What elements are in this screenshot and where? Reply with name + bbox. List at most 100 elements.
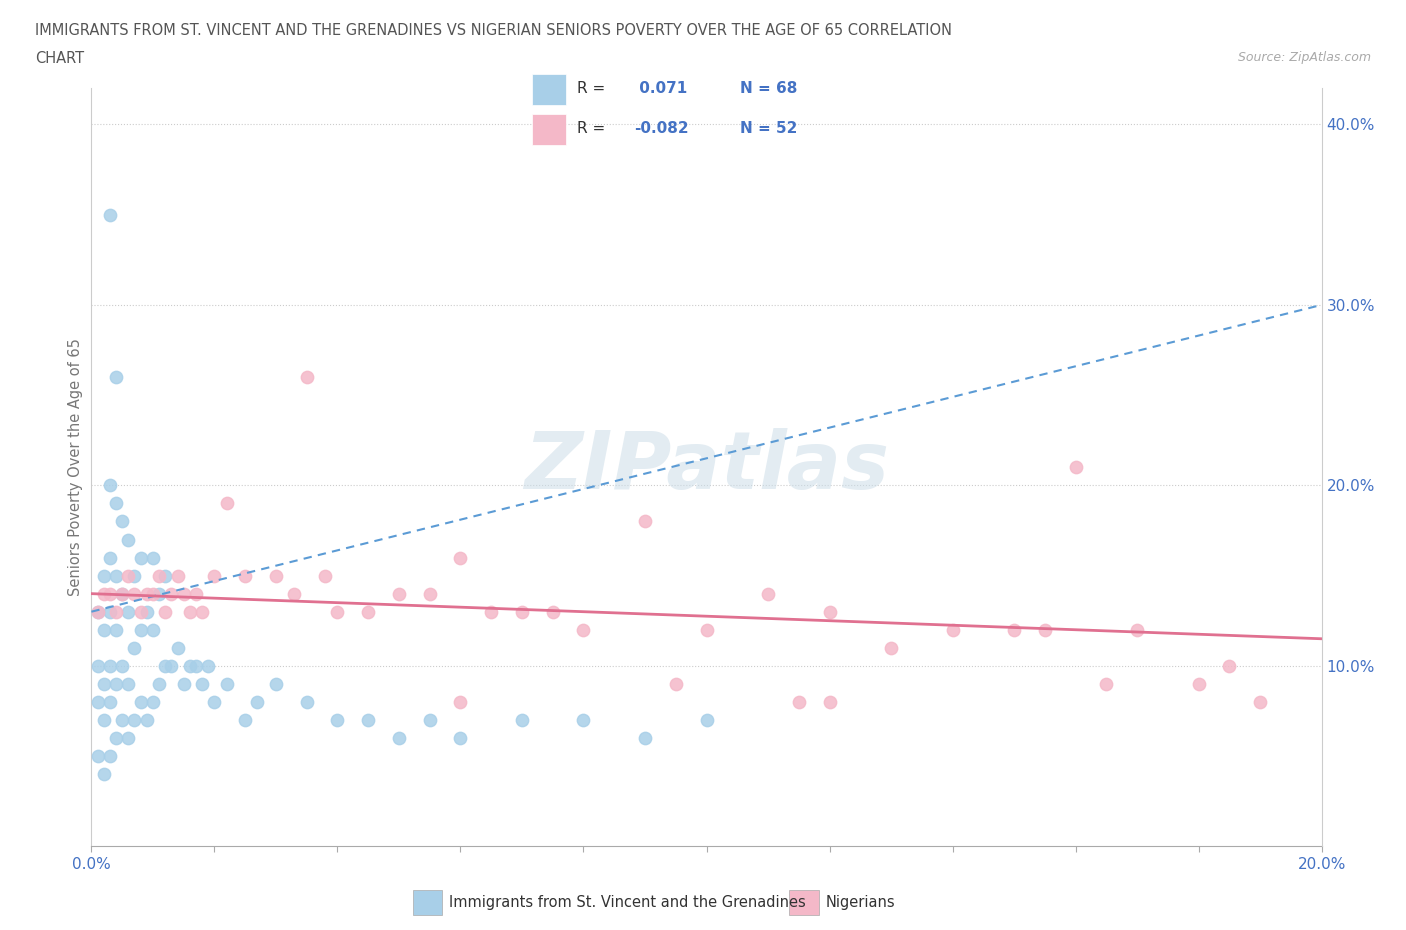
Point xyxy=(117,568,139,583)
Text: N = 68: N = 68 xyxy=(741,82,797,97)
Point xyxy=(129,604,152,619)
Point xyxy=(197,658,219,673)
Point xyxy=(510,604,533,619)
Point xyxy=(93,766,115,781)
Point xyxy=(135,604,157,619)
Point xyxy=(166,568,188,583)
Point xyxy=(295,695,318,710)
Point xyxy=(93,622,115,637)
Point xyxy=(202,695,225,710)
Point xyxy=(117,604,139,619)
Point xyxy=(93,676,115,691)
Point xyxy=(1064,460,1087,475)
Point xyxy=(98,551,121,565)
Point xyxy=(117,532,139,547)
Point xyxy=(173,586,195,601)
Point xyxy=(233,712,256,727)
Point xyxy=(264,568,287,583)
Text: ZIPatlas: ZIPatlas xyxy=(524,429,889,506)
Point xyxy=(129,622,152,637)
Point xyxy=(215,676,238,691)
Point xyxy=(173,676,195,691)
Point xyxy=(86,658,108,673)
Point xyxy=(98,658,121,673)
Point xyxy=(314,568,336,583)
Point xyxy=(93,586,115,601)
Y-axis label: Seniors Poverty Over the Age of 65: Seniors Poverty Over the Age of 65 xyxy=(67,339,83,596)
Point xyxy=(1126,622,1149,637)
Point xyxy=(449,731,471,746)
Point xyxy=(283,586,305,601)
Text: R =: R = xyxy=(578,82,606,97)
Point xyxy=(818,604,841,619)
Point xyxy=(98,586,121,601)
Text: Immigrants from St. Vincent and the Grenadines: Immigrants from St. Vincent and the Gren… xyxy=(449,895,806,910)
Point xyxy=(160,658,183,673)
Point xyxy=(98,478,121,493)
Point xyxy=(153,658,177,673)
Point xyxy=(357,604,380,619)
Point xyxy=(572,622,595,637)
Point xyxy=(191,604,214,619)
Point xyxy=(942,622,965,637)
Point xyxy=(148,568,170,583)
Point xyxy=(880,641,903,656)
Point xyxy=(129,551,152,565)
Point xyxy=(124,641,146,656)
Point xyxy=(665,676,688,691)
Point xyxy=(142,695,165,710)
Point xyxy=(215,496,238,511)
Point xyxy=(179,604,201,619)
Point xyxy=(419,712,441,727)
Point xyxy=(264,676,287,691)
Point xyxy=(111,658,134,673)
Point xyxy=(1249,695,1271,710)
Point xyxy=(111,586,134,601)
Point xyxy=(86,749,108,764)
Point xyxy=(818,695,841,710)
Point xyxy=(191,676,214,691)
Point xyxy=(202,568,225,583)
Point xyxy=(160,586,183,601)
Point xyxy=(388,586,411,601)
Point xyxy=(510,712,533,727)
Point xyxy=(634,514,657,529)
Point xyxy=(111,586,134,601)
Point xyxy=(124,586,146,601)
Point xyxy=(111,712,134,727)
Text: Nigerians: Nigerians xyxy=(825,895,896,910)
Point xyxy=(98,604,121,619)
Bar xyxy=(531,113,565,145)
Text: CHART: CHART xyxy=(35,51,84,66)
Point xyxy=(1187,676,1209,691)
Point xyxy=(124,712,146,727)
Point xyxy=(142,551,165,565)
Point xyxy=(105,369,127,384)
Point xyxy=(184,658,207,673)
Point xyxy=(135,712,157,727)
Point xyxy=(93,712,115,727)
Point xyxy=(419,586,441,601)
Text: R =: R = xyxy=(578,121,606,136)
Point xyxy=(184,586,207,601)
Text: Source: ZipAtlas.com: Source: ZipAtlas.com xyxy=(1237,51,1371,64)
Point xyxy=(326,604,349,619)
Point xyxy=(179,658,201,673)
Text: 0.071: 0.071 xyxy=(634,82,688,97)
Point xyxy=(98,207,121,222)
Point xyxy=(153,604,177,619)
Point xyxy=(479,604,502,619)
Point xyxy=(98,749,121,764)
Point xyxy=(105,496,127,511)
Point xyxy=(634,731,657,746)
Point xyxy=(153,568,177,583)
Point xyxy=(117,731,139,746)
Point xyxy=(541,604,564,619)
Point xyxy=(148,676,170,691)
Text: IMMIGRANTS FROM ST. VINCENT AND THE GRENADINES VS NIGERIAN SENIORS POVERTY OVER : IMMIGRANTS FROM ST. VINCENT AND THE GREN… xyxy=(35,23,952,38)
Point xyxy=(129,695,152,710)
Point xyxy=(233,568,256,583)
Point xyxy=(105,676,127,691)
Point xyxy=(86,695,108,710)
Point xyxy=(1095,676,1118,691)
